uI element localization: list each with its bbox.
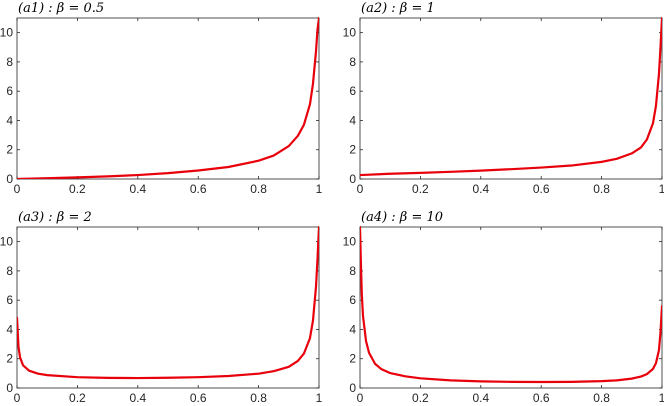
y-tick-label: 10 [0,235,13,249]
y-tick-label: 8 [6,55,13,69]
y-tick-label: 2 [6,143,13,157]
y-tick-label: 8 [349,264,356,278]
chart-title: (a3) : β = 2 [18,210,92,225]
y-tick-label: 0 [349,381,356,395]
plot-area [359,17,663,180]
y-tick-label: 4 [6,113,13,127]
y-tick-label: 6 [349,293,356,307]
chart-title: (a4) : β = 10 [361,210,443,225]
y-tick-label: 2 [6,352,13,366]
x-tick-label: 0 [357,391,364,405]
x-tick-label: 0.2 [412,182,429,196]
y-tick-label: 4 [6,322,13,336]
series-line [360,225,662,384]
x-tick-label: 1 [659,391,664,405]
plot-area [359,226,663,389]
x-tick-label: 0.6 [533,182,550,196]
y-tick-label: 10 [343,26,357,40]
series-line [17,16,319,179]
y-tick-label: 10 [343,235,357,249]
x-tick-label: 0.2 [69,391,86,405]
plot-area [16,17,320,180]
y-tick-label: 4 [349,113,356,127]
x-tick-label: 0.4 [129,182,146,196]
x-tick-label: 1 [659,182,664,196]
series-line [360,16,662,177]
y-tick-label: 8 [6,264,13,278]
series-line [17,225,319,380]
x-tick-label: 0 [357,182,364,196]
y-tick-label: 10 [0,26,13,40]
x-tick-label: 1 [316,391,323,405]
plot-area [16,226,320,389]
y-tick-label: 2 [349,143,356,157]
x-tick-label: 0 [14,391,21,405]
x-tick-label: 0.2 [412,391,429,405]
x-tick-label: 0.8 [250,391,267,405]
x-tick-label: 0.4 [472,182,489,196]
x-tick-label: 0.8 [593,182,610,196]
y-tick-label: 6 [6,293,13,307]
x-tick-label: 0.2 [69,182,86,196]
y-tick-label: 2 [349,352,356,366]
y-tick-label: 0 [349,172,356,186]
y-tick-label: 4 [349,322,356,336]
chart-title: (a2) : β = 1 [361,1,435,16]
x-tick-label: 0.8 [250,182,267,196]
y-tick-label: 0 [6,172,13,186]
x-tick-label: 0.6 [190,182,207,196]
y-tick-label: 6 [6,84,13,98]
y-tick-label: 6 [349,84,356,98]
x-tick-label: 0.4 [472,391,489,405]
y-tick-label: 8 [349,55,356,69]
x-tick-label: 0.4 [129,391,146,405]
x-tick-label: 1 [316,182,323,196]
x-tick-label: 0 [14,182,21,196]
chart-title: (a1) : β = 0.5 [18,1,104,16]
y-tick-label: 0 [6,381,13,395]
x-tick-label: 0.8 [593,391,610,405]
x-tick-label: 0.6 [533,391,550,405]
x-tick-label: 0.6 [190,391,207,405]
